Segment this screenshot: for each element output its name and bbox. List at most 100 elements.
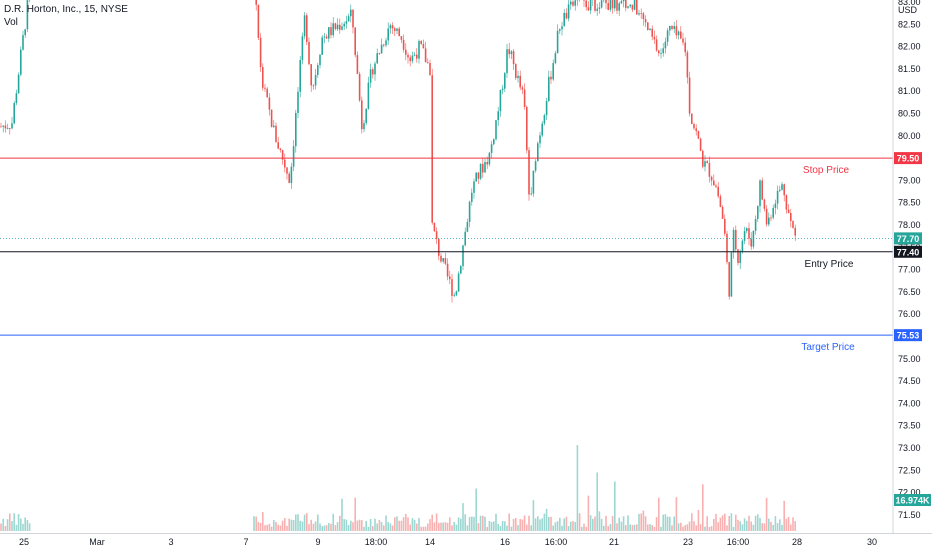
volume-bar xyxy=(429,519,431,531)
candle-body xyxy=(288,173,290,183)
volume-bar xyxy=(9,513,11,531)
price-tick-label: 72.00 xyxy=(898,488,921,498)
candle-body xyxy=(664,41,667,49)
volume-bar xyxy=(675,497,678,531)
volume-bar xyxy=(614,481,616,531)
candle-body xyxy=(651,28,653,37)
candle-body xyxy=(306,15,308,42)
volume-bar xyxy=(306,513,308,531)
price-tick-label: 71.50 xyxy=(898,510,921,520)
volume-bar xyxy=(710,526,713,531)
volume-bar xyxy=(620,521,623,531)
volume-bar xyxy=(691,513,693,531)
volume-bar xyxy=(28,523,31,531)
volume-bar xyxy=(631,524,634,531)
candle-body xyxy=(501,88,504,91)
candle-body xyxy=(257,4,260,38)
volume-bar xyxy=(570,521,572,531)
candle-body xyxy=(477,172,480,179)
price-tick-label: 81.00 xyxy=(898,86,921,96)
candle-body xyxy=(334,23,337,30)
candle-body xyxy=(537,143,539,162)
candle-body xyxy=(554,53,557,64)
candle-body xyxy=(350,9,352,17)
candle-body xyxy=(708,162,711,177)
volume-bar xyxy=(680,522,682,531)
volume-bar xyxy=(548,517,550,531)
volume-bar xyxy=(433,522,436,531)
volume-bar xyxy=(730,513,733,531)
volume-bar xyxy=(717,522,719,531)
volume-bar xyxy=(686,524,689,531)
volume-bar xyxy=(343,519,345,531)
volume-bar xyxy=(20,518,22,531)
volume-bar xyxy=(253,516,255,531)
symbol-legend[interactable]: D.R. Horton, Inc., 15, NYSE xyxy=(4,4,128,15)
volume-bar xyxy=(352,522,354,531)
volume-bar xyxy=(341,498,343,531)
price-axis[interactable]: 83.00 82.50 82.00 81.50 81.00 80.50 80.00 79.50… xyxy=(898,0,921,520)
volume-bar xyxy=(539,519,541,531)
volume-bar xyxy=(556,521,559,531)
volume-bar xyxy=(295,514,297,531)
volume-bar xyxy=(475,488,477,531)
candle-body xyxy=(387,28,389,41)
candle-body xyxy=(787,209,790,214)
volume-bar xyxy=(512,519,515,531)
volume-bar xyxy=(669,516,671,531)
target-price-badge-text: 75.53 xyxy=(897,331,920,341)
candlesticks xyxy=(0,0,796,303)
candle-body xyxy=(724,218,726,234)
candle-body xyxy=(431,75,433,223)
volume-bar xyxy=(345,519,348,531)
candle-body xyxy=(281,149,284,160)
candle-body xyxy=(598,7,601,9)
price-tick-label: 77.00 xyxy=(898,265,921,275)
volume-bar xyxy=(2,518,4,531)
candle-body xyxy=(20,49,22,75)
candle-body xyxy=(561,26,563,30)
candle-body xyxy=(455,291,458,296)
candle-body xyxy=(435,231,438,239)
candle-body xyxy=(400,36,403,40)
volume-bar xyxy=(567,526,570,531)
volume-bar xyxy=(325,525,328,531)
volume-bar xyxy=(11,521,13,531)
candle-body xyxy=(325,36,328,39)
candle-body xyxy=(479,163,482,179)
candle-body xyxy=(482,163,484,173)
candle-body xyxy=(356,55,359,74)
candle-body xyxy=(691,113,693,125)
time-axis[interactable]: 25 Mar 3 7 9 18:00 14 16 16:00 21 23 16:00 28 30 xyxy=(19,537,877,547)
candle-body xyxy=(420,40,422,44)
volume-bar xyxy=(471,516,473,531)
volume-bar xyxy=(523,515,526,531)
volume-bar xyxy=(411,518,414,531)
volume-bar xyxy=(563,518,565,531)
candle-body xyxy=(695,128,697,132)
candle-body xyxy=(704,161,706,167)
volume-bar xyxy=(585,526,587,531)
volume-bar xyxy=(541,518,543,531)
last-price-badge xyxy=(894,232,922,245)
candle-body xyxy=(699,138,702,151)
candle-body xyxy=(339,24,341,30)
candle-body xyxy=(530,193,532,195)
volume-bar xyxy=(743,518,746,531)
candle-body xyxy=(255,0,257,5)
candle-body xyxy=(367,82,370,109)
candle-body xyxy=(266,88,268,98)
candle-body xyxy=(383,44,385,46)
candle-body xyxy=(585,0,587,8)
price-tick-label: 76.00 xyxy=(898,309,921,319)
candle-body xyxy=(688,77,691,114)
volume-bar xyxy=(455,524,458,531)
volume-bar xyxy=(389,523,392,531)
volume-bar xyxy=(640,513,642,531)
candle-body xyxy=(277,142,279,149)
volume-bar xyxy=(576,445,579,531)
candle-body xyxy=(640,13,642,14)
volume-bar xyxy=(583,523,585,531)
candle-body xyxy=(369,69,372,83)
